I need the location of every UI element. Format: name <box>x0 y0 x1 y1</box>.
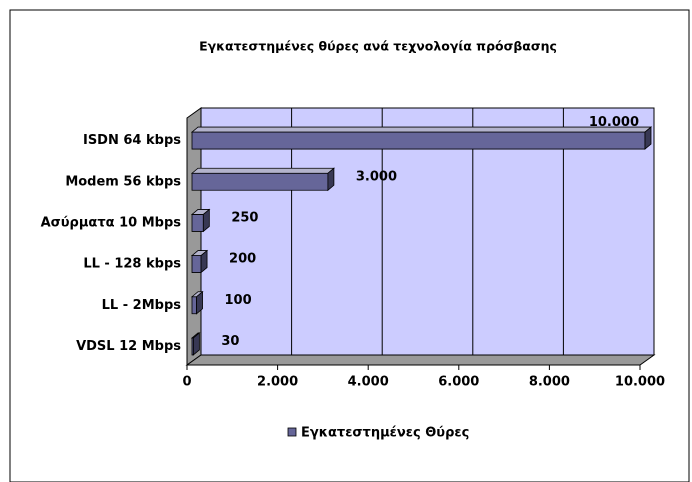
y-tick-label: Modem 56 kbps <box>65 174 181 189</box>
bar <box>190 290 204 315</box>
bar-face <box>191 296 197 315</box>
y-tick-label: LL - 128 kbps <box>83 257 181 272</box>
bar-face <box>191 214 204 232</box>
x-tick-label: 4.000 <box>348 375 389 390</box>
bar-face <box>644 126 652 150</box>
y-tick-label: LL - 2Mbps <box>102 298 182 313</box>
y-tick-label: VDSL 12 Mbps <box>76 339 181 354</box>
bar-face <box>196 290 203 315</box>
bar-face <box>200 249 208 274</box>
bar-face <box>190 126 653 133</box>
bar <box>190 332 201 356</box>
bar-face <box>191 131 646 150</box>
value-label: 30 <box>221 334 239 349</box>
y-tick-label: Ασύρματα 10 Mbps <box>41 215 182 230</box>
x-tick-label: 6.000 <box>438 375 479 390</box>
bar <box>190 249 209 274</box>
x-tick-label: 2.000 <box>257 375 298 390</box>
bar <box>190 208 211 233</box>
floor <box>185 354 656 366</box>
value-label: 3.000 <box>356 169 397 184</box>
chart-title: Εγκατεστημένες θύρες ανά τεχνολογία πρόσ… <box>199 39 557 54</box>
value-label: 200 <box>229 252 256 267</box>
bar-face <box>191 255 202 273</box>
bar-face <box>327 167 335 192</box>
bar <box>190 167 336 192</box>
value-label: 10.000 <box>589 115 639 130</box>
x-tick-label: 0 <box>182 375 191 390</box>
bar-face <box>191 172 329 191</box>
legend-label: Εγκατεστημένες Θύρες <box>301 426 469 441</box>
y-tick-label: ISDN 64 kbps <box>83 133 181 148</box>
x-tick-label: 8.000 <box>529 375 570 390</box>
bar-face <box>202 208 210 233</box>
bar-face <box>192 332 200 356</box>
value-label: 100 <box>225 293 252 308</box>
x-tick-label: 10.000 <box>615 375 665 390</box>
bar <box>190 126 653 150</box>
value-label: 250 <box>231 210 258 225</box>
bar-face <box>190 167 336 174</box>
legend-swatch <box>287 427 297 437</box>
